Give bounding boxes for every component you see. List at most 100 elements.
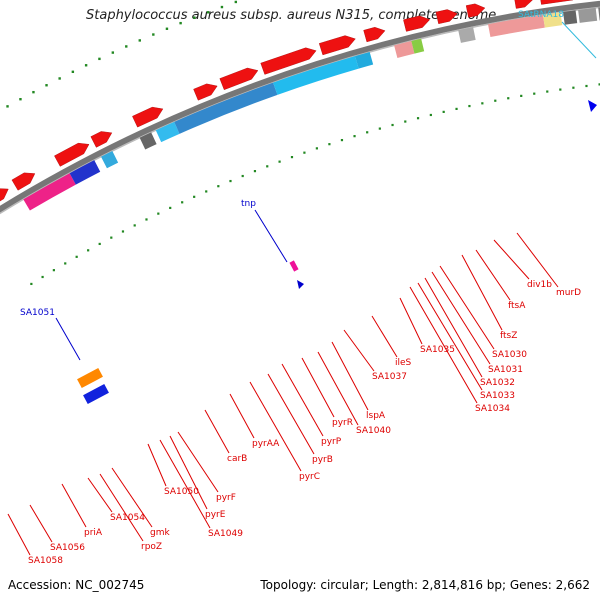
scale-dot — [32, 91, 34, 93]
gene-label[interactable]: SA1049 — [208, 529, 243, 539]
gene-arrow[interactable] — [466, 4, 485, 18]
scale-dot — [166, 28, 168, 30]
gene-label[interactable]: SA1034 — [475, 404, 510, 414]
inner-scale-dot — [99, 243, 101, 245]
inner-scale-dot — [520, 95, 522, 97]
gene-arrow[interactable] — [91, 131, 112, 147]
feature-label[interactable]: SA1051 — [20, 308, 55, 318]
gene-label[interactable]: SA1050 — [164, 487, 199, 497]
gene-callout-line — [88, 478, 112, 512]
inner-scale-dot — [494, 100, 496, 102]
tnp-feature-arrow[interactable] — [297, 280, 304, 289]
inner-scale-dot — [169, 207, 171, 209]
gene-label[interactable]: pyrF — [216, 493, 236, 503]
inner-scale-dot — [366, 131, 368, 133]
scale-dot — [235, 1, 237, 3]
gene-callout-line — [8, 514, 30, 555]
inner-scale-dot — [193, 196, 195, 198]
tnp-feature-magenta[interactable] — [289, 260, 298, 271]
inner-scale-dot — [53, 269, 55, 271]
gene-label[interactable]: SA1054 — [110, 513, 145, 523]
inner-scale-dot — [303, 152, 305, 154]
genome-map[interactable]: 1155 kbp1160 kbp1165 kbp1170 kbp1175 kbp… — [0, 0, 600, 600]
gene-callout-line — [517, 233, 558, 287]
feature-callout-line — [56, 318, 80, 360]
gene-label[interactable]: pyrP — [321, 437, 342, 447]
gene-label[interactable]: lspA — [366, 411, 386, 421]
scale-dot — [179, 22, 181, 24]
inner-scale-dot — [145, 218, 147, 220]
gene-label[interactable]: div1b — [527, 280, 552, 290]
scale-dot — [58, 77, 60, 79]
feature-callout-line — [255, 210, 287, 262]
gene-callout-line — [440, 266, 494, 349]
gene-arrow[interactable] — [403, 16, 429, 32]
trna-feature-arrow[interactable] — [588, 100, 597, 112]
gene-arrow[interactable] — [514, 0, 533, 8]
scale-dot — [125, 45, 127, 47]
scale-dot — [193, 16, 195, 18]
gene-arrow[interactable] — [436, 10, 457, 24]
gene-label[interactable]: pyrC — [299, 472, 320, 482]
gene-label[interactable]: murD — [556, 288, 581, 298]
gene-label[interactable]: SA1031 — [488, 365, 523, 375]
gene-label[interactable]: gmk — [150, 528, 170, 538]
gene-label[interactable]: SA1056 — [50, 543, 85, 553]
gene-label[interactable]: pyrAA — [252, 439, 280, 449]
cog-band-segment — [563, 10, 577, 25]
inner-scale-dot — [507, 97, 509, 99]
inner-scale-dot — [266, 165, 268, 167]
gene-callout-line — [344, 330, 374, 371]
feature-label[interactable]: tnp — [241, 199, 256, 209]
gene-label[interactable]: rpoZ — [141, 542, 162, 552]
gene-label[interactable]: SA1058 — [28, 556, 63, 566]
scale-dot — [19, 98, 21, 100]
gene-label[interactable]: ileS — [395, 358, 412, 368]
inner-scale-dot — [205, 190, 207, 192]
gene-arrow[interactable] — [364, 27, 385, 42]
gene-callout-line — [30, 505, 52, 542]
scale-dot — [207, 11, 209, 13]
gene-callout-line — [148, 444, 166, 486]
gene-callout-line — [205, 410, 229, 453]
gene-label[interactable]: carB — [227, 454, 247, 464]
inner-scale-dot — [254, 170, 256, 172]
inner-scale-dot — [468, 105, 470, 107]
sa1051-feature-blue[interactable] — [83, 384, 109, 404]
inner-scale-dot — [291, 156, 293, 158]
gene-label[interactable]: pyrE — [205, 510, 226, 520]
gene-arrow[interactable] — [194, 84, 218, 100]
gene-label[interactable]: SA1035 — [420, 345, 455, 355]
gene-label[interactable]: pyrR — [332, 418, 353, 428]
inner-scale-dot — [455, 108, 457, 110]
gene-label[interactable]: SA1033 — [480, 391, 515, 401]
gene-callout-line — [318, 352, 358, 425]
gene-label[interactable]: SA1032 — [480, 378, 515, 388]
inner-scale-dot — [316, 147, 318, 149]
feature-callout-line — [562, 22, 596, 58]
inner-scale-dot — [110, 237, 112, 239]
inner-scale-dot — [41, 276, 43, 278]
gene-label[interactable]: ftsA — [508, 301, 526, 311]
gene-callout-line — [160, 440, 210, 528]
gene-label[interactable]: SA1030 — [492, 350, 527, 360]
inner-scale-dot — [404, 120, 406, 122]
inner-scale-dot — [443, 111, 445, 113]
inner-scale-dot — [242, 175, 244, 177]
inner-scale-dot — [533, 93, 535, 95]
gene-label[interactable]: SA1037 — [372, 372, 407, 382]
sa1051-feature-orange[interactable] — [77, 368, 103, 388]
gene-label[interactable]: pyrB — [312, 455, 333, 465]
gene-callout-line — [462, 255, 502, 330]
gene-callout-line — [62, 484, 86, 527]
inner-scale-dot — [122, 230, 124, 232]
scale-dot — [152, 33, 154, 35]
inner-scale-dot — [546, 90, 548, 92]
gene-label[interactable]: priA — [84, 528, 103, 538]
inner-scale-dot — [353, 135, 355, 137]
gene-label[interactable]: SA1040 — [356, 426, 391, 436]
feature-label[interactable]: SAtRNA18 — [518, 10, 564, 20]
scale-dot — [6, 105, 8, 107]
gene-callout-line — [230, 394, 254, 438]
gene-label[interactable]: ftsZ — [500, 331, 517, 341]
